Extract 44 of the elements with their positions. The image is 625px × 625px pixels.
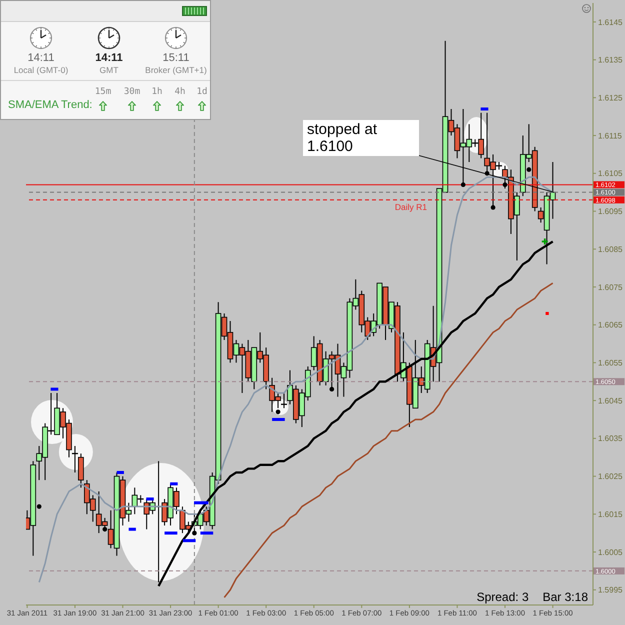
point [460,182,466,188]
y-tick-label: 1.6125 [598,93,624,102]
y-tick-label: 1.6045 [598,396,624,406]
y-tick-label: 1.6145 [598,18,624,27]
y-tick-label: 1.6055 [598,358,624,368]
y-tick-label: 1.6015 [598,510,624,519]
y-tick-label: 1.6035 [598,434,624,444]
candlestick [280,392,287,409]
annotation: Spread: 3 [476,590,529,604]
point [36,504,42,509]
y-tick-label: 1.6135 [598,56,624,65]
annotation: 1h [150,87,164,97]
annotation: 15m [94,87,112,97]
y-tick-label: 1.6065 [598,320,624,330]
annotation: Bar 3:18 [542,590,588,604]
point [276,410,280,414]
candlestick [78,453,84,488]
y-tick-label: 1.6085 [598,244,624,254]
y-tick-label: 1.6115 [598,131,622,140]
annotation: Daily R1 [394,202,427,212]
point [540,238,549,246]
point [502,182,508,188]
annotation: GMT [98,65,120,75]
y-tick-label: 1.5995 [598,586,624,595]
annotation: Local (GMT-0) [12,65,70,75]
annotation: 4h [174,87,186,97]
annotation: Broker (GMT+1) [144,65,208,75]
y-tick-label: 1.6095 [598,207,624,216]
point [192,530,197,536]
annotation: SMA/EMA Trend: [8,99,92,111]
annotation: 1d [196,87,208,97]
y-tick-label: 1.6075 [598,282,624,292]
annotation: 30m [122,87,142,97]
annotation: 14:11 [26,52,56,64]
point [490,205,496,210]
point [526,167,532,172]
y-tick-label: 1.6025 [598,472,624,482]
annotation: 14:11 [94,52,124,64]
annotation: stopped at 1.6100 [303,120,419,156]
annotation: 15:11 [162,52,190,64]
point [330,386,334,392]
y-tick-label: 1.6105 [598,169,624,178]
point [102,526,108,532]
y-tick-label: 1.6005 [598,548,624,557]
